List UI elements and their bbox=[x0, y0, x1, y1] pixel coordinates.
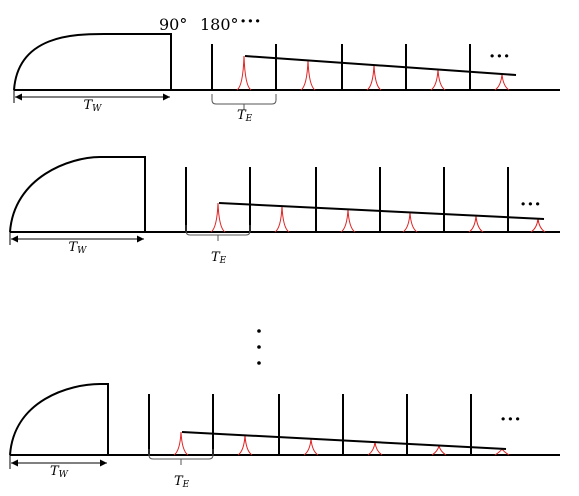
echo-signal bbox=[367, 442, 383, 456]
sequence-2: ··· TW TE bbox=[9, 156, 560, 266]
sequence-layer: ··· TW TE ··· TW TE ··· TW TE bbox=[9, 33, 560, 490]
pulse-90 bbox=[9, 156, 146, 233]
flip-angle-180-label: 180° bbox=[200, 15, 239, 34]
echo-time-label: TE bbox=[237, 108, 253, 124]
echo-signal bbox=[303, 438, 319, 456]
top-ellipsis: ··· bbox=[240, 11, 262, 32]
echo-signal bbox=[173, 431, 189, 456]
echo-signal bbox=[366, 65, 382, 91]
decay-envelope bbox=[244, 55, 517, 76]
decay-envelope bbox=[218, 202, 545, 220]
echo-signal bbox=[430, 69, 446, 91]
echo-signal bbox=[530, 218, 546, 233]
wait-time-label: TW bbox=[50, 464, 69, 480]
sequence-n: ··· TW TE bbox=[9, 383, 560, 490]
echo-signal bbox=[237, 435, 253, 456]
flip-angle-90-label: 90° bbox=[159, 15, 187, 34]
vertical-ellipsis bbox=[257, 329, 261, 365]
echo-signal bbox=[210, 202, 226, 233]
echo-time-bracket bbox=[211, 94, 277, 105]
echo-signal bbox=[468, 215, 484, 233]
echo-signal bbox=[274, 206, 290, 233]
echo-signal bbox=[340, 209, 356, 233]
pulse-90 bbox=[13, 33, 172, 91]
echo-time-label: TE bbox=[174, 474, 190, 490]
echo-time-label: TE bbox=[211, 250, 227, 266]
echo-signal bbox=[494, 73, 510, 91]
pulse-90 bbox=[9, 383, 109, 456]
train-ellipsis: ··· bbox=[500, 409, 522, 430]
echo-time-bracket bbox=[185, 225, 251, 236]
sequence-1: ··· TW TE bbox=[13, 33, 560, 124]
wait-time-label: TW bbox=[84, 98, 103, 114]
wait-time-label: TW bbox=[69, 240, 88, 256]
train-ellipsis: ··· bbox=[489, 46, 511, 67]
train-ellipsis: ··· bbox=[520, 194, 542, 215]
echo-signal bbox=[236, 55, 252, 91]
echo-signal bbox=[300, 60, 316, 91]
echo-signal bbox=[402, 212, 418, 233]
echo-signal bbox=[431, 445, 447, 456]
decay-envelope bbox=[181, 431, 507, 450]
